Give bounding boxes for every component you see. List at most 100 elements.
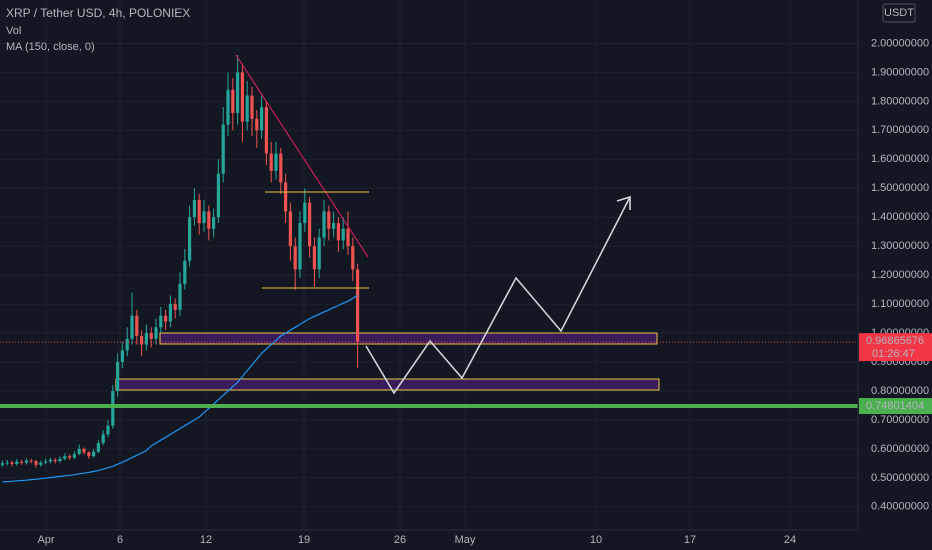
y-tick-label: 1.50000000 [871, 182, 929, 194]
candle-body [0, 463, 4, 465]
x-tick-label: May [455, 534, 476, 546]
candle-body [48, 459, 52, 462]
candle-body [250, 95, 254, 119]
title: XRP / Tether USD, 4h, POLONIEX [6, 6, 190, 20]
projection-path [365, 196, 631, 395]
candle-body [178, 283, 182, 310]
candle-body [240, 72, 244, 122]
candle-body [116, 362, 120, 391]
axis-labels: 0.40000000 0.50000000 0.60000000 0.70000000… [37, 37, 932, 546]
countdown: 01:26:47 [872, 348, 915, 360]
candle-body [68, 456, 72, 458]
candle-body [135, 315, 139, 336]
candle-body [173, 304, 177, 310]
candle-body [212, 217, 216, 229]
candle-body [231, 89, 235, 113]
ma-line [2, 294, 358, 483]
y-tick-label: 1.60000000 [871, 153, 929, 165]
candle-body [226, 89, 230, 125]
grid [0, 0, 858, 530]
y-tick-label: 1.70000000 [871, 124, 929, 136]
candle-body [111, 390, 115, 426]
y-tick-label: 2.00000000 [871, 37, 929, 49]
candle-body [264, 107, 268, 154]
candle-body [188, 217, 192, 261]
candle-body [303, 202, 307, 224]
candle-body [164, 315, 168, 322]
candle-body [58, 458, 62, 462]
currency: USDT [884, 7, 914, 19]
x-tick-label: 19 [298, 534, 310, 546]
candle-body [82, 448, 86, 453]
candle-body [125, 338, 129, 351]
candle-body [168, 304, 172, 322]
candle-body [284, 182, 288, 212]
y-tick-label: 0.60000000 [871, 443, 929, 455]
candle-body [317, 237, 321, 270]
currency-badge [882, 3, 916, 23]
candle-body [77, 448, 81, 455]
candle-body [197, 199, 201, 224]
arrow-head [616, 195, 631, 210]
candle-body [87, 452, 91, 457]
candle-body [149, 333, 153, 339]
x-tick-label: 12 [200, 534, 212, 546]
legend-item: Vol [6, 25, 21, 37]
plot [0, 55, 360, 483]
candle-body [24, 460, 28, 463]
x-tick-label: 10 [590, 534, 602, 546]
y-tick-label: 1.30000000 [871, 240, 929, 252]
y-tick-label: 1.80000000 [871, 95, 929, 107]
candle-body [63, 456, 67, 459]
candle-body [341, 228, 345, 241]
candle-body [92, 451, 96, 457]
candle-body [207, 211, 211, 229]
y-tick-label: 1.20000000 [871, 269, 929, 281]
support-label-bg [859, 398, 932, 415]
candle-body [216, 173, 220, 218]
candle-body [10, 462, 14, 464]
candle-body [106, 425, 110, 435]
y-tick-label: 1.90000000 [871, 66, 929, 78]
candle-body [101, 434, 105, 444]
y-tick-label: 1.40000000 [871, 211, 929, 223]
overlay [0, 341, 858, 409]
candle-body [29, 460, 33, 462]
candle-body [298, 223, 302, 270]
candle-body [15, 461, 19, 464]
legend-item: MA (150, close, 0) [6, 41, 95, 53]
support-label: 0.74801404 [866, 400, 924, 412]
candle-body [236, 72, 240, 113]
candle-body [192, 199, 196, 218]
candle-body [288, 211, 292, 247]
price-label: 0.96865676 [866, 335, 924, 347]
candle-body [154, 327, 158, 339]
candle-body [312, 246, 316, 270]
price-axis [858, 0, 932, 550]
x-tick-label: Apr [37, 534, 54, 546]
candle-body [140, 335, 144, 345]
candle-body [44, 461, 48, 463]
x-tick-label: 26 [394, 534, 406, 546]
price-label-bg [859, 333, 932, 362]
candle-body [293, 246, 297, 270]
x-tick-label: 24 [784, 534, 796, 546]
candle-body [308, 202, 312, 247]
candle-body [351, 246, 355, 270]
candle-body [34, 461, 38, 465]
x-tick-label: 6 [117, 534, 123, 546]
y-tick-label: 0.70000000 [871, 414, 929, 426]
candle-body [356, 269, 360, 342]
candle-body [279, 153, 283, 183]
candle-body [269, 153, 273, 171]
candle-body [322, 211, 326, 238]
candle-body [53, 459, 57, 462]
candle-body [332, 223, 336, 229]
y-tick-label: 0.80000000 [871, 385, 929, 397]
candle-body [327, 211, 331, 229]
candle-body [221, 124, 225, 174]
y-tick-label: 0.50000000 [871, 472, 929, 484]
candle-body [130, 315, 134, 339]
candle-body [39, 462, 43, 465]
candle-body [245, 95, 249, 122]
